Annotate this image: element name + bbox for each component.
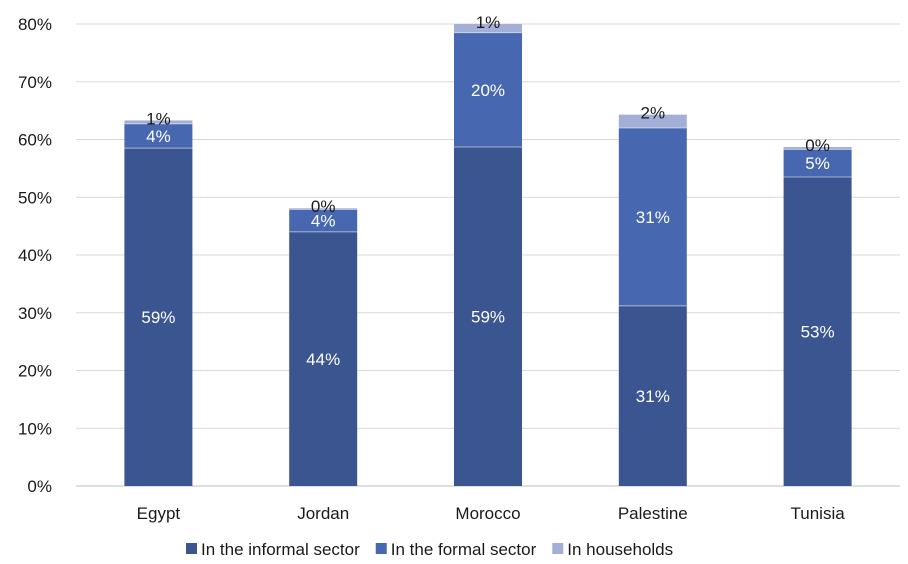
data-label: 0% bbox=[805, 136, 830, 155]
category-label: Egypt bbox=[137, 504, 181, 523]
data-label: 59% bbox=[141, 308, 175, 327]
y-tick-label: 50% bbox=[18, 188, 52, 207]
y-tick-label: 70% bbox=[18, 73, 52, 92]
data-label: 59% bbox=[471, 308, 505, 327]
bar-segment bbox=[454, 32, 522, 148]
y-tick-label: 60% bbox=[18, 131, 52, 150]
y-axis: 0% 10% 20% 30% 40% 50% 60% 70% 80% bbox=[18, 15, 52, 496]
legend-item: In the formal sector bbox=[375, 540, 537, 559]
y-tick-label: 30% bbox=[18, 304, 52, 323]
legend-label: In the informal sector bbox=[201, 540, 360, 559]
data-label: 31% bbox=[636, 208, 670, 227]
category-label: Tunisia bbox=[791, 504, 846, 523]
data-label: 4% bbox=[146, 127, 171, 146]
y-tick-label: 10% bbox=[18, 419, 52, 438]
bar-segment bbox=[783, 149, 852, 178]
bar-segment bbox=[289, 209, 358, 232]
bar-segment bbox=[618, 114, 687, 128]
y-tick-label: 0% bbox=[27, 477, 52, 496]
legend-label: In households bbox=[567, 540, 673, 559]
bar-segment bbox=[783, 147, 852, 150]
data-label: 1% bbox=[146, 109, 171, 128]
bar-segment bbox=[124, 123, 193, 149]
bar-segment bbox=[124, 148, 193, 486]
data-label: 20% bbox=[471, 81, 505, 100]
y-tick-label: 20% bbox=[18, 362, 52, 381]
bar-segment bbox=[618, 127, 687, 306]
x-axis: Egypt Jordan Morocco Palestine Tunisia bbox=[137, 504, 846, 523]
bar-segment bbox=[454, 147, 522, 486]
bar-segment bbox=[124, 120, 193, 124]
category-label: Jordan bbox=[297, 504, 349, 523]
data-label: 2% bbox=[641, 104, 666, 123]
y-tick-label: 40% bbox=[18, 246, 52, 265]
category-label: Morocco bbox=[455, 504, 520, 523]
bar-segment bbox=[783, 177, 852, 486]
data-label: 31% bbox=[636, 387, 670, 406]
bars: 59%4%1%44%4%0%59%20%1%31%31%2%53%5%0% bbox=[124, 13, 852, 486]
data-label: 44% bbox=[306, 350, 340, 369]
legend-swatch bbox=[552, 543, 564, 554]
y-tick-label: 80% bbox=[18, 15, 52, 34]
legend-item: In the informal sector bbox=[186, 540, 360, 559]
bar-segment bbox=[289, 208, 358, 210]
legend-swatch bbox=[186, 543, 197, 554]
legend-item: In households bbox=[552, 540, 673, 559]
legend-label: In the formal sector bbox=[391, 540, 537, 559]
data-label: 5% bbox=[805, 154, 830, 173]
legend-swatch bbox=[375, 543, 387, 554]
legend: In the informal sector In the formal sect… bbox=[186, 540, 673, 559]
bar-segment bbox=[618, 305, 687, 486]
data-label: 0% bbox=[311, 197, 336, 216]
data-label: 1% bbox=[476, 13, 501, 32]
category-label: Palestine bbox=[618, 504, 688, 523]
bar-segment bbox=[454, 24, 522, 33]
bar-segment bbox=[289, 231, 358, 486]
data-label: 53% bbox=[801, 323, 835, 342]
data-label: 4% bbox=[311, 212, 336, 231]
